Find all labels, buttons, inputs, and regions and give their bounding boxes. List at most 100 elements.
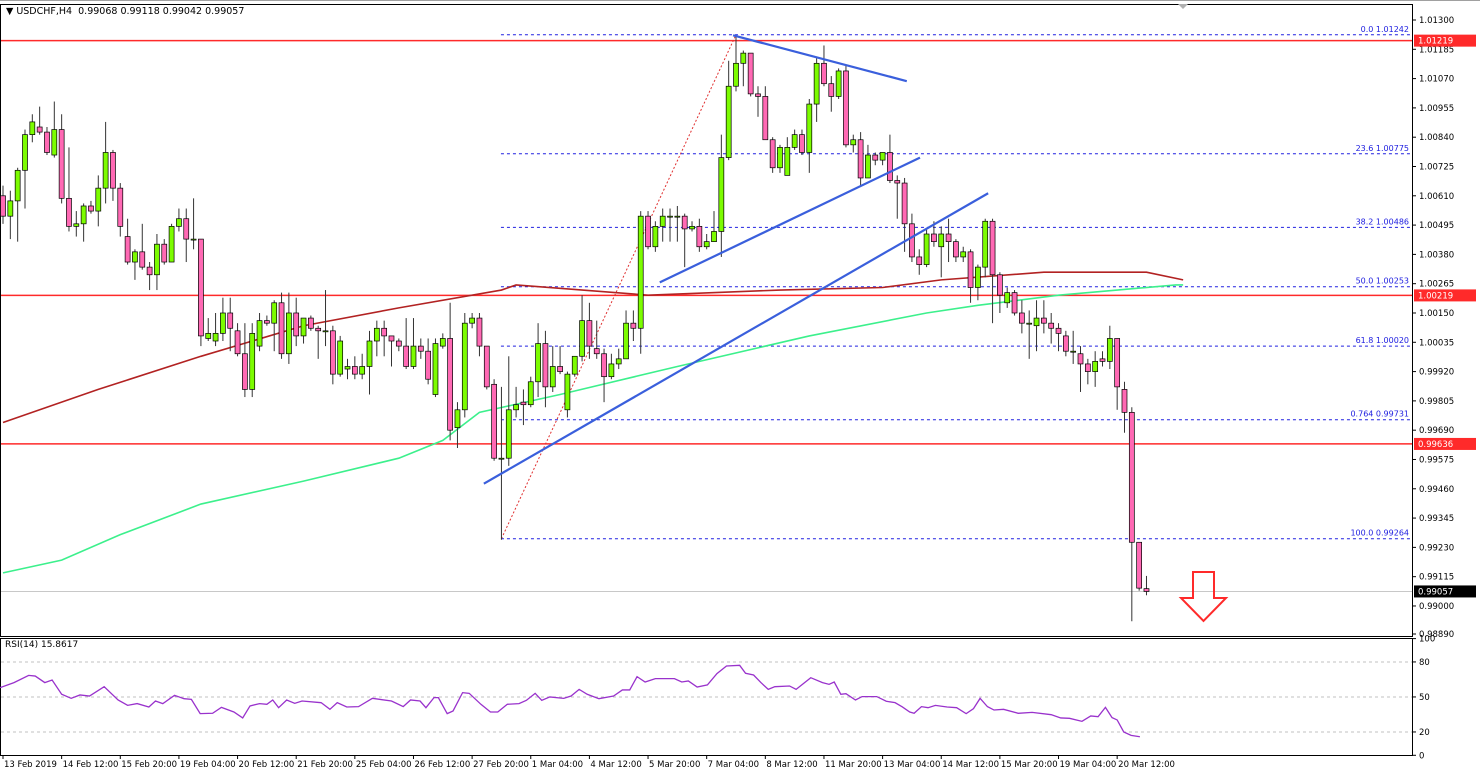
candle (960, 246, 967, 263)
level-price-tag-label: 1.01219 (1418, 37, 1453, 47)
bullish-candle-body (1106, 338, 1113, 362)
candle (887, 134, 893, 184)
bearish-candle-body (381, 327, 388, 337)
bearish-candle-body (989, 220, 996, 276)
candle (535, 323, 541, 398)
bearish-candle-body (491, 383, 497, 459)
trendline[interactable] (732, 34, 908, 83)
candle (359, 353, 366, 380)
candle (601, 348, 607, 403)
fib-base-line[interactable] (500, 34, 737, 539)
candle (1011, 290, 1018, 316)
bullish-candle-body (80, 205, 87, 225)
trendline[interactable] (483, 192, 989, 485)
bullish-candle-body (527, 381, 534, 406)
bearish-candle-body (755, 93, 761, 97)
fib-level-label: 0.0 1.01242 (1361, 25, 1409, 34)
time-tick-label: 21 Feb 20:00 (297, 760, 353, 770)
bullish-candle-body (14, 169, 21, 202)
trendline[interactable] (659, 156, 921, 284)
bullish-candle-body (784, 147, 791, 176)
rsi-title: RSI(14) (5, 640, 39, 650)
price-tick-label: 0.99000 (1419, 602, 1454, 612)
rsi-tick-label: 80 (1419, 658, 1430, 668)
candle (975, 264, 981, 301)
bearish-candle-body (476, 317, 483, 347)
candle (608, 353, 615, 380)
candle (1062, 330, 1069, 357)
candle (7, 190, 14, 240)
candle (439, 333, 446, 349)
fib-level-label: 38.2 1.00486 (1356, 217, 1409, 226)
bullish-candle-body (1026, 322, 1033, 325)
bullish-candle-body (220, 312, 226, 334)
bullish-candle-body (439, 338, 446, 347)
down-arrow-icon (1178, 571, 1229, 623)
triangle-down-icon[interactable]: ▼ (6, 6, 17, 17)
bearish-candle-body (821, 62, 827, 85)
candle (351, 356, 358, 380)
time-tick-label: 15 Feb 20:00 (121, 760, 177, 770)
candle (505, 356, 512, 466)
candle (161, 239, 168, 265)
bearish-candle-body (945, 233, 952, 242)
bearish-candle-body (483, 345, 490, 388)
bullish-candle-body (505, 409, 512, 459)
level-price-tag (1414, 289, 1476, 302)
bearish-candle-body (146, 266, 153, 276)
candle (476, 312, 483, 357)
scroll-marker-icon[interactable] (1178, 4, 1188, 9)
bearish-candle-body (1121, 389, 1128, 413)
price-tick-label: 0.99345 (1419, 514, 1454, 524)
bullish-candle-body (469, 317, 475, 324)
rsi-tick-label: 50 (1419, 693, 1430, 703)
bullish-candle-body (564, 373, 571, 411)
candle (447, 302, 453, 441)
bearish-candle-body (44, 131, 50, 153)
bearish-candle-body (1019, 312, 1025, 324)
bearish-candle-body (124, 236, 131, 263)
price-tick-label: 1.00840 (1419, 133, 1454, 143)
time-tick-label: 14 Feb 12:00 (63, 760, 119, 770)
main-plot-border (0, 4, 1413, 637)
bearish-candle-body (1099, 358, 1106, 362)
bullish-candle-body (835, 70, 842, 97)
bearish-candle-body (769, 139, 776, 169)
time-tick-label: 25 Feb 04:00 (356, 760, 412, 770)
level-price-tag-label: 1.00219 (1418, 291, 1453, 301)
candle (498, 386, 505, 540)
candle (454, 402, 461, 449)
bearish-candle-body (762, 96, 769, 141)
candle (667, 208, 673, 242)
price-tick-label: 1.01185 (1419, 45, 1454, 55)
candle (1041, 300, 1047, 334)
candle (176, 208, 182, 232)
bearish-candle-body (601, 353, 607, 378)
candle (828, 76, 835, 112)
bearish-candle-body (293, 312, 300, 337)
bearish-candle-body (645, 215, 651, 248)
candle (821, 45, 827, 87)
bearish-candle-body (0, 195, 6, 217)
bullish-candle-body (549, 366, 556, 388)
candle (1114, 338, 1121, 410)
price-tick-label: 0.99920 (1419, 368, 1454, 378)
time-tick-label: 7 Mar 04:00 (708, 760, 759, 770)
candle (264, 315, 270, 326)
candle (835, 68, 842, 99)
fast-moving-average-line (2, 271, 1184, 424)
bearish-candle-body (242, 353, 248, 390)
current-price-tag-label: 0.99057 (1418, 587, 1453, 597)
price-tick-label: 1.01300 (1419, 16, 1454, 26)
candle (850, 134, 857, 153)
bearish-candle-body (1128, 411, 1135, 543)
candle (762, 86, 769, 141)
bullish-candle-body (154, 243, 160, 276)
rsi-tick-label: 0 (1419, 751, 1424, 761)
candle (916, 249, 923, 275)
price-tick-label: 0.99460 (1419, 485, 1454, 495)
candle (36, 106, 43, 135)
candle (73, 211, 80, 237)
candle (945, 218, 952, 263)
